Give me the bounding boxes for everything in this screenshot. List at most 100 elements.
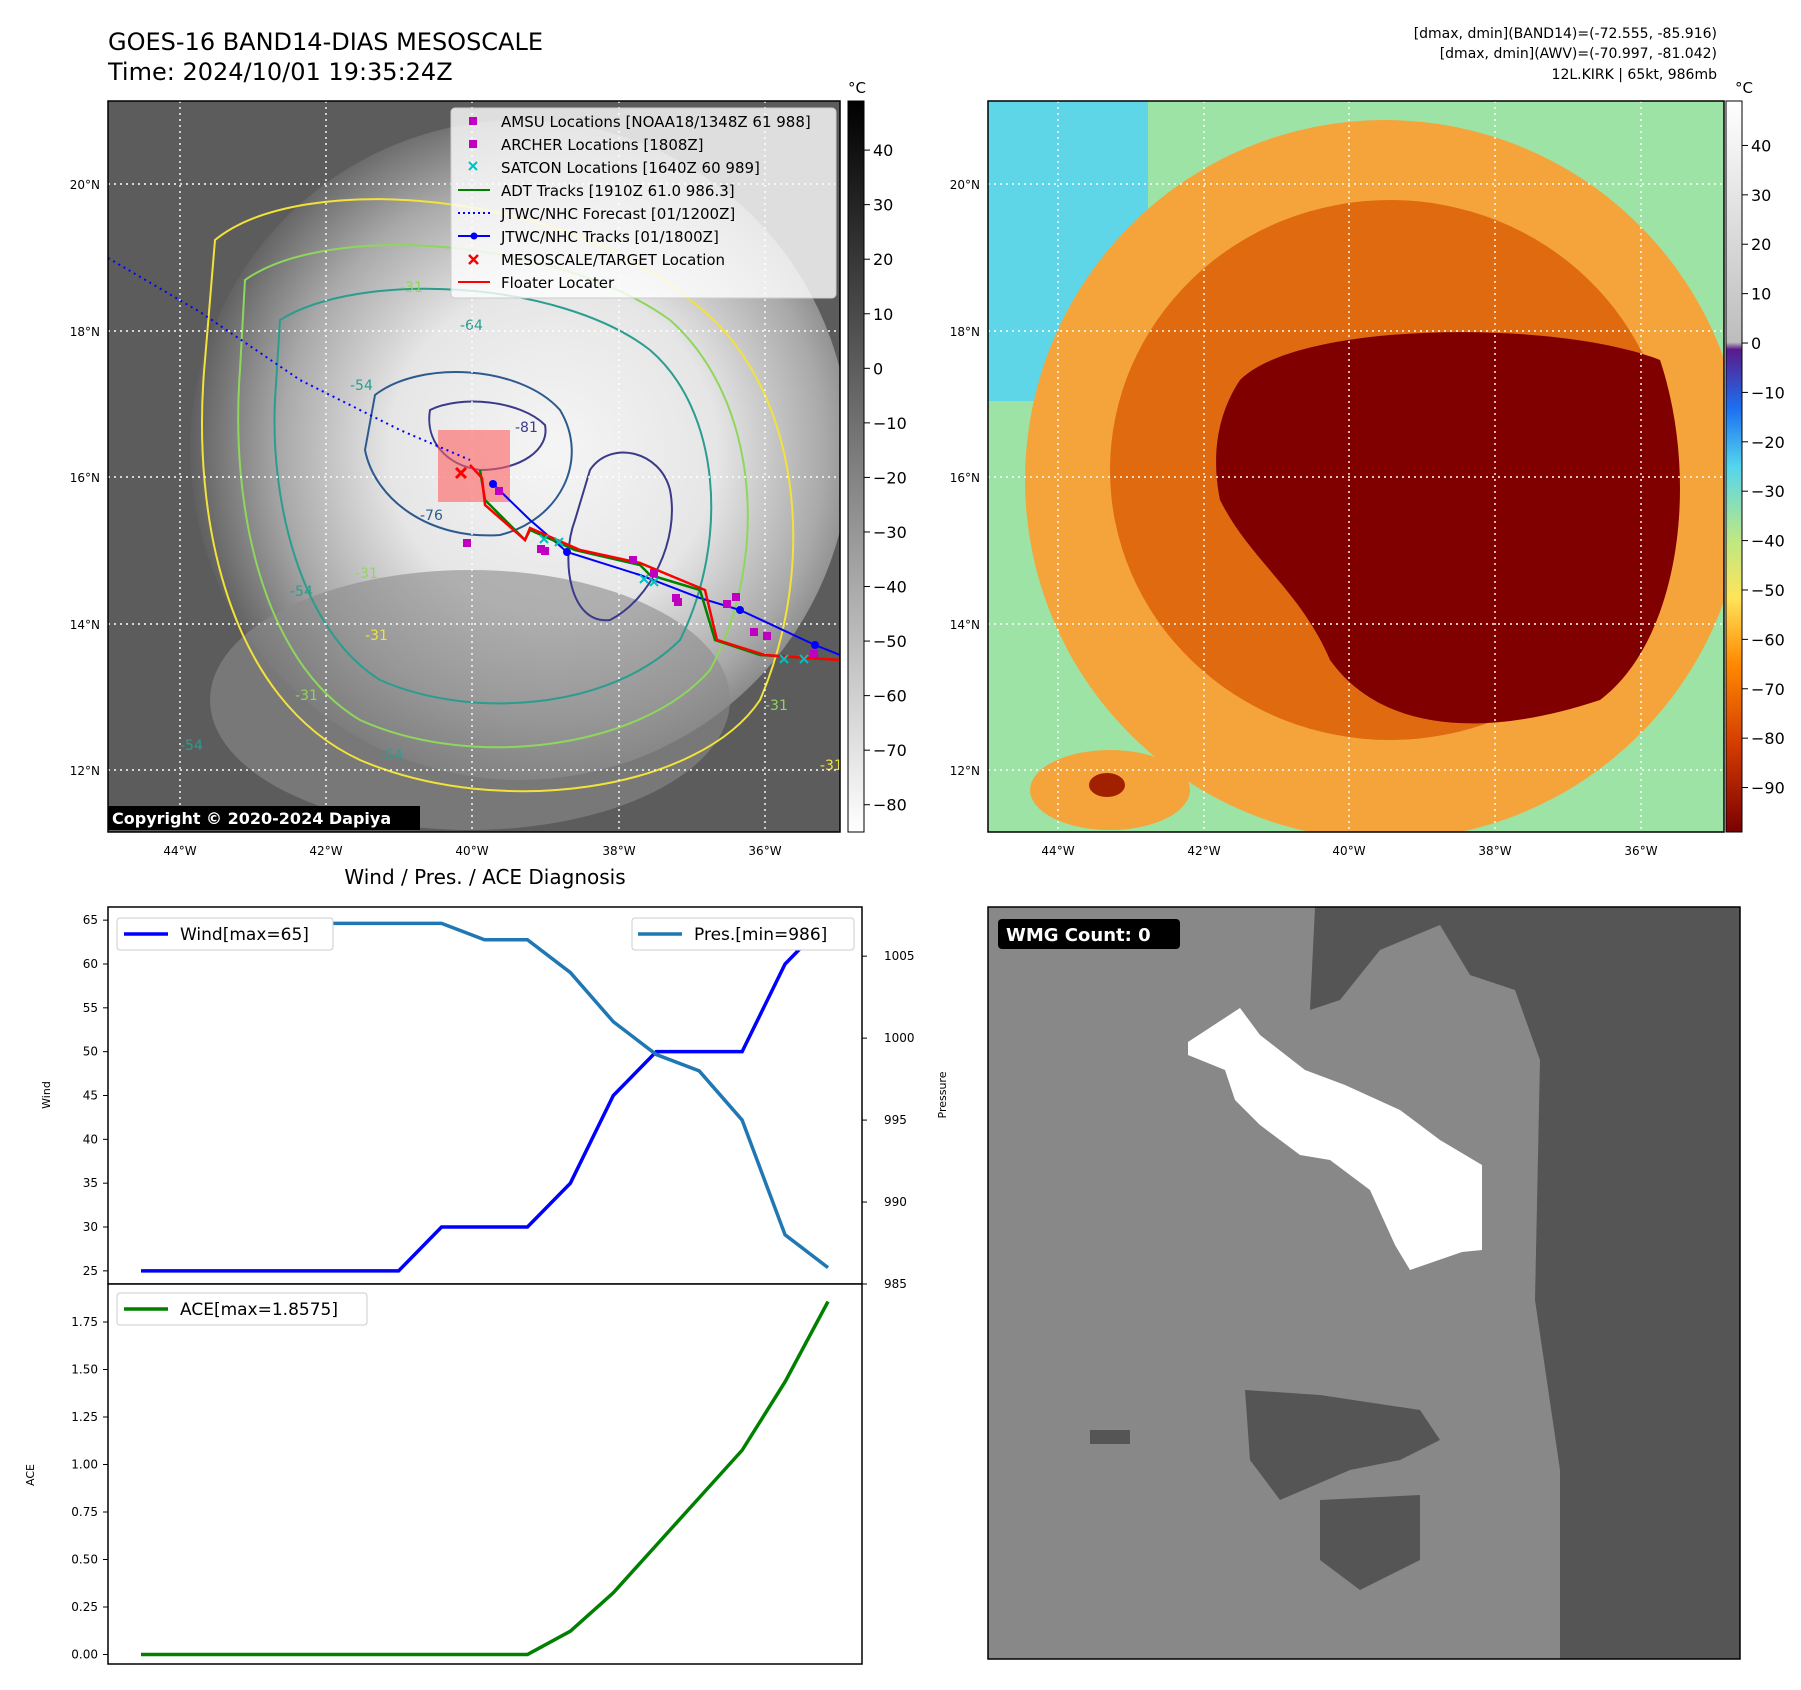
- lat-label: 12°N: [70, 764, 100, 778]
- awv-colorbar-tick-label: 10: [1751, 285, 1771, 304]
- target-location-marker: [454, 466, 468, 480]
- wind-series-line: [141, 918, 830, 1273]
- wind-tick-label: 45: [83, 1089, 98, 1103]
- awv-colorbar-tick-label: −10: [1751, 383, 1785, 402]
- contour-label: -31: [400, 280, 423, 296]
- wmg-dark-patch: [1090, 1430, 1130, 1444]
- awv-spot: [1089, 773, 1125, 797]
- wmg-dark-region: [1310, 907, 1740, 1659]
- pressure-tick-label: 995: [884, 1113, 907, 1127]
- awv-colorbar-tick-label: −20: [1751, 433, 1785, 452]
- ir-colorbar-ticks: 40 30 20 10 0 −10 −20 −30 −40 −50 −60 −70 −80: [864, 141, 907, 815]
- lon-label: 36°W: [1624, 844, 1657, 858]
- info-storm: 12L.KIRK | 65kt, 986mb: [1552, 67, 1718, 83]
- ace-tick-label: 0.50: [71, 1553, 98, 1567]
- wind-tick-label: 30: [83, 1220, 98, 1234]
- lon-label: 44°W: [163, 844, 196, 858]
- lat-label: 18°N: [70, 325, 100, 339]
- floater-track: [469, 464, 840, 662]
- legend-box: [450, 107, 837, 299]
- ace-tick-label: 0.75: [71, 1505, 98, 1519]
- pressure-tick-label: 985: [884, 1277, 907, 1291]
- ace-axis-label: ACE: [24, 1464, 37, 1486]
- wind-axis: 25 30 35 40 45 50 55 60 65: [83, 913, 108, 1278]
- wind-tick-label: 35: [83, 1176, 98, 1190]
- lat-label: 20°N: [950, 178, 980, 192]
- wmg-dark-patch: [1320, 1495, 1420, 1590]
- copyright-box: [108, 806, 420, 830]
- wind-pressure-chart: Wind / Pres. / ACE Diagnosis 25 30 35 40 45 5…: [40, 865, 949, 1291]
- awv-colorbar-tick-label: −90: [1751, 779, 1785, 798]
- awv-colorbar-tick-label: 30: [1751, 186, 1771, 205]
- lat-label: 14°N: [950, 618, 980, 632]
- ace-chart: 0.00 0.25 0.50 0.75 1.00 1.25 1.50 1.75 ACE ACE…: [24, 1283, 863, 1665]
- ace-tick-label: 1.00: [71, 1458, 98, 1472]
- lat-label: 20°N: [70, 178, 100, 192]
- awv-colorbar-unit: °C: [1735, 79, 1753, 97]
- pressure-tick-label: 990: [884, 1195, 907, 1209]
- wind-tick-label: 60: [83, 957, 98, 971]
- legend-label: Floater Locater: [501, 274, 615, 292]
- info-awv: [dmax, dmin](AWV)=(-70.997, -81.042): [1440, 46, 1717, 62]
- ace-tick-label: 1.25: [71, 1410, 98, 1424]
- pressure-tick-label: 1000: [884, 1031, 915, 1045]
- ir-colorbar-tick-label: −20: [873, 468, 907, 487]
- ir-colorbar-tick-label: −40: [873, 578, 907, 597]
- legend-marker-target: [468, 254, 479, 265]
- contour-label: -64: [460, 318, 483, 334]
- legend-marker-satcon: [468, 161, 478, 171]
- ir-colorbar-unit: °C: [848, 79, 866, 97]
- legend-marker-amsu: [469, 117, 477, 125]
- awv-colorbar-tick-label: 20: [1751, 235, 1771, 254]
- satcon-markers: [539, 534, 809, 664]
- wmg-label-box: [998, 919, 1180, 949]
- wind-tick-label: 50: [83, 1045, 98, 1059]
- contour-label: -31: [365, 628, 388, 644]
- wind-legend-label: Wind[max=65]: [180, 925, 309, 945]
- ir-colorbar-tick-label: 10: [873, 305, 893, 324]
- wmg-dark-patch: [1245, 1390, 1440, 1500]
- lon-label: 42°W: [1187, 844, 1220, 858]
- ace-legend-label: ACE[max=1.8575]: [180, 1300, 338, 1320]
- ir-rainband: [210, 570, 730, 830]
- legend-label: ARCHER Locations [1808Z]: [501, 136, 704, 154]
- pressure-axis-label: Pressure: [936, 1071, 949, 1118]
- ace-plot-frame: [107, 1283, 863, 1665]
- contour-label: -31: [295, 688, 318, 704]
- awv-colorbar-tick-label: 40: [1751, 136, 1771, 155]
- ace-tick-label: 1.50: [71, 1363, 98, 1377]
- copyright: Copyright © 2020-2024 Dapiya: [112, 809, 391, 828]
- awv-colorbar-tick-label: −40: [1751, 532, 1785, 551]
- awv-colorbar-tick-label: −60: [1751, 630, 1785, 649]
- figure-title: GOES-16 BAND14-DIAS MESOSCALE: [108, 28, 543, 56]
- ir-colorbar-tick-label: −80: [873, 796, 907, 815]
- jtwc-track-points: [489, 480, 819, 649]
- contour-label: -76: [420, 508, 443, 524]
- contour-blue: [363, 371, 573, 537]
- awv-map-panel: 20°N 18°N 16°N 14°N 12°N 44°W 42°W 40°W …: [950, 79, 1785, 858]
- lat-label: 18°N: [950, 325, 980, 339]
- lon-label: 38°W: [602, 844, 635, 858]
- legend-label: JTWC/NHC Tracks [01/1800Z]: [500, 228, 719, 246]
- ir-colorbar-tick-label: −50: [873, 632, 907, 651]
- ace-series-line: [141, 1300, 830, 1657]
- amsu-archer-markers: [463, 487, 818, 658]
- legend-label: ADT Tracks [1910Z 61.0 986.3]: [501, 182, 735, 200]
- wind-tick-label: 40: [83, 1132, 98, 1146]
- awv-colorbar-tick-label: −80: [1751, 729, 1785, 748]
- lat-label: 14°N: [70, 618, 100, 632]
- awv-colorbar-tick-label: −30: [1751, 482, 1785, 501]
- ir-map-panel: -81 -76 -64 -54 -54 -31 -31 -31 -31 -54 …: [70, 79, 907, 858]
- lon-label: 36°W: [748, 844, 781, 858]
- ir-colorbar-tick-label: −30: [873, 523, 907, 542]
- awv-core: [1216, 332, 1680, 724]
- jtwc-track: [492, 483, 840, 656]
- ir-colorbar-tick-label: −10: [873, 414, 907, 433]
- ir-lat-labels: 20°N 18°N 16°N 14°N 12°N: [70, 178, 100, 778]
- ir-lon-labels: 44°W 42°W 40°W 38°W 36°W: [163, 844, 781, 858]
- figure-time: Time: 2024/10/01 19:35:24Z: [107, 58, 453, 86]
- contour-label: -31: [355, 566, 378, 582]
- ir-frame: [107, 100, 841, 833]
- awv-lat-labels: 20°N 18°N 16°N 14°N 12°N: [950, 178, 980, 778]
- wind-tick-label: 55: [83, 1001, 98, 1015]
